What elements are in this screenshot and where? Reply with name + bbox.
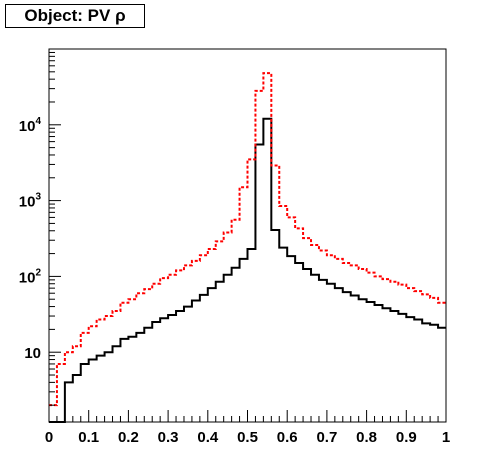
y-tick-label: 104 bbox=[19, 116, 42, 135]
x-tick-label: 0.6 bbox=[277, 429, 298, 446]
x-tick-label: 0.9 bbox=[396, 429, 417, 446]
tick-layer bbox=[48, 48, 447, 422]
x-tick-label: 0.4 bbox=[197, 429, 219, 446]
series-layer bbox=[49, 72, 446, 423]
series-1-line bbox=[49, 117, 446, 423]
x-tick-label: 0.3 bbox=[158, 429, 179, 446]
chart-title: Object: PV ρ bbox=[5, 4, 145, 28]
x-tick-label: 0.2 bbox=[118, 429, 139, 446]
plot-frame bbox=[48, 48, 447, 423]
x-tick-label: 0 bbox=[45, 429, 53, 446]
x-tick-label: 0.8 bbox=[356, 429, 377, 446]
x-tick-label: 0.7 bbox=[316, 429, 337, 446]
y-tick-label: 10 bbox=[24, 345, 41, 362]
series-2-line bbox=[49, 72, 446, 407]
x-tick-label: 0.1 bbox=[78, 429, 99, 446]
y-tick-label: 102 bbox=[19, 267, 42, 286]
label-layer: 0 0.1 0.2 0.3 0.4 0.5 0.6 0.7 0.8 0.9 1 10 102 103 104 bbox=[19, 116, 450, 446]
x-tick-label: 0.5 bbox=[237, 429, 258, 446]
x-tick-label: 1 bbox=[442, 429, 450, 446]
y-tick-label: 103 bbox=[19, 192, 42, 211]
